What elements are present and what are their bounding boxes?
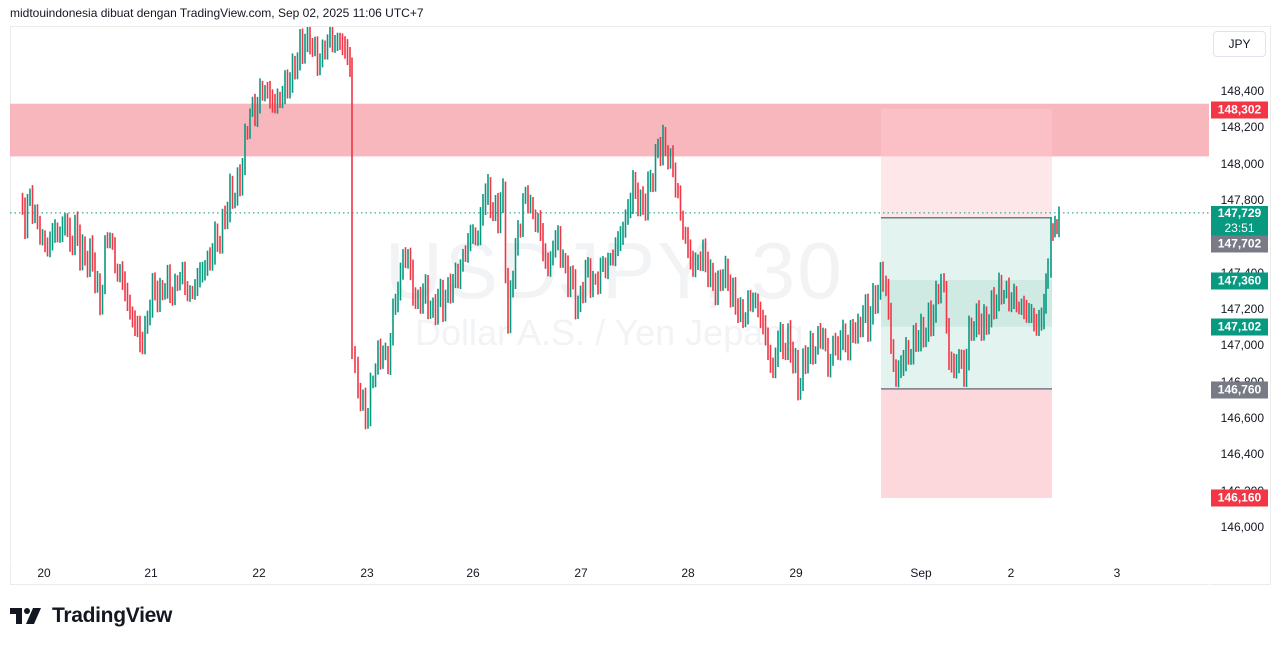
tradingview-logo[interactable]: TradingView (10, 603, 172, 629)
last-price-label: 147,729 23:51 (1211, 206, 1268, 238)
position-overlap-zone (881, 108, 1052, 157)
price-chart[interactable] (10, 27, 1209, 561)
time-tick: 3 (1113, 566, 1121, 580)
price-tick: 146,600 (1220, 411, 1264, 425)
time-tick: Sep (910, 566, 932, 580)
time-tick: 26 (466, 566, 480, 580)
time-tick: 23 (360, 566, 374, 580)
price-label-value: 147,702 (1217, 236, 1262, 251)
price-label-value: 146,760 (1217, 382, 1262, 397)
tradingview-logo-text: TradingView (52, 604, 173, 627)
price-label: 147,102 (1211, 318, 1268, 336)
time-tick: 22 (252, 566, 266, 580)
price-label: 147,360 (1211, 272, 1268, 290)
time-tick: 28 (681, 566, 695, 580)
price-label: 146,760 (1211, 381, 1268, 399)
time-axis[interactable]: 20 21 22 23 26 27 28 29 Sep 2 3 (10, 561, 1209, 586)
price-tick: 146,000 (1220, 520, 1264, 534)
time-tick: 21 (144, 566, 158, 580)
price-axis[interactable]: 148,400148,200148,000147,800147,400147,2… (1209, 27, 1272, 585)
bar-countdown: 23:51 (1224, 221, 1255, 235)
time-tick: 29 (789, 566, 803, 580)
currency-button[interactable]: JPY (1213, 31, 1266, 57)
price-tick: 147,800 (1220, 193, 1264, 207)
price-label-value: 147,360 (1217, 273, 1262, 288)
time-tick: 20 (37, 566, 51, 580)
price-tick: 148,400 (1220, 84, 1264, 98)
tradingview-logo-icon (10, 606, 46, 626)
price-tick: 148,000 (1220, 156, 1264, 171)
position-stop-zone (881, 388, 1052, 498)
price-label-value: 146,160 (1217, 490, 1262, 505)
price-label: 148,302 (1211, 101, 1268, 119)
price-tick: 146,400 (1220, 447, 1264, 462)
price-tick: 147,200 (1220, 302, 1264, 316)
price-tick: 147,000 (1220, 338, 1264, 353)
plot-area[interactable] (10, 27, 1209, 561)
time-tick: 27 (574, 566, 588, 580)
time-tick: 2 (1007, 566, 1015, 580)
price-label: 146,160 (1211, 489, 1268, 507)
price-label: 147,702 (1211, 235, 1268, 253)
price-label-value: 147,102 (1217, 319, 1262, 334)
price-tick: 148,200 (1220, 120, 1264, 135)
price-label-value: 147,729 (1217, 206, 1262, 220)
chart-attribution: midtouindonesia dibuat dengan TradingVie… (10, 6, 424, 20)
price-label-value: 148,302 (1217, 102, 1262, 117)
